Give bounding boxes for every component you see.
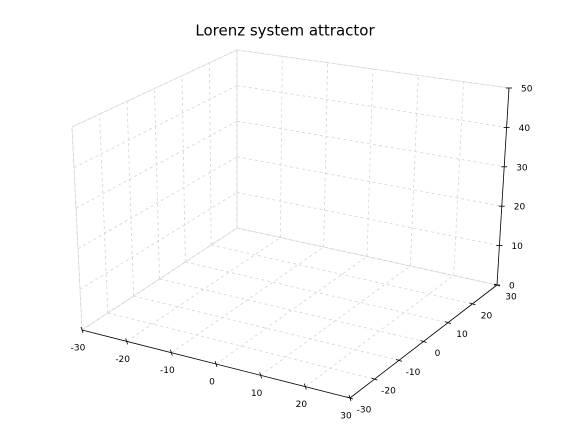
grid-line — [181, 75, 186, 263]
z-tick-label: 10 — [511, 242, 523, 252]
x-tick — [259, 372, 263, 379]
grid-line — [366, 68, 374, 257]
grid-line — [409, 75, 419, 267]
grid-line — [323, 62, 329, 248]
grid-line — [75, 120, 238, 209]
x-tick-label: 0 — [209, 378, 215, 388]
grid-line — [126, 101, 135, 297]
y-tick-label: 0 — [435, 349, 441, 359]
grid-line — [154, 88, 160, 280]
grid-line — [81, 227, 238, 331]
y-tick — [346, 396, 354, 400]
grid-line — [279, 56, 283, 238]
grid-line — [209, 62, 212, 246]
y-tick-label: -30 — [357, 406, 372, 416]
grid-line — [126, 237, 281, 342]
z-tick-label: 0 — [509, 282, 515, 292]
grid-line — [107, 312, 375, 380]
grid-line — [185, 261, 449, 324]
grid-line — [236, 227, 498, 286]
z-tick-label: 50 — [521, 85, 533, 95]
z-axis — [496, 87, 510, 286]
y-tick — [371, 377, 378, 381]
y-tick-label: -10 — [406, 368, 421, 378]
grid-line — [77, 156, 238, 250]
y-tick-label: 20 — [481, 311, 493, 321]
y-tick — [444, 321, 452, 325]
x-tick-label: 20 — [296, 400, 308, 410]
grid-line — [236, 49, 510, 89]
grid-line — [79, 192, 238, 290]
chart-title: Lorenz system attractor — [195, 22, 375, 40]
x-tick — [214, 360, 218, 368]
grid-line — [236, 192, 500, 246]
grid-line — [453, 81, 465, 276]
z-tick-label: 40 — [519, 124, 531, 134]
y-tick — [395, 358, 403, 362]
y-tick — [469, 302, 476, 306]
x-tick-label: 10 — [251, 389, 263, 399]
x-tick-label: -30 — [71, 344, 86, 354]
grid-line — [236, 120, 505, 168]
grid-line — [215, 256, 368, 365]
grid-line — [236, 156, 502, 207]
x-tick — [125, 338, 129, 345]
x-tick — [303, 383, 307, 390]
y-tick-label: 30 — [505, 293, 517, 303]
x-tick-label: -20 — [115, 355, 130, 365]
grid-line — [211, 244, 473, 305]
grid-line — [99, 114, 109, 314]
grid-line — [71, 49, 238, 128]
grid-line — [305, 275, 454, 387]
y-tick — [420, 340, 427, 343]
x-tick — [80, 326, 84, 334]
x-tick-label: -10 — [160, 366, 175, 376]
grid-line — [71, 126, 83, 331]
grid-line — [73, 85, 238, 168]
x-tick-label: 30 — [340, 412, 352, 422]
x-tick — [169, 349, 173, 356]
y-tick-label: 10 — [456, 330, 468, 340]
z-tick-label: 30 — [516, 163, 528, 173]
y-tick-label: -20 — [381, 387, 396, 397]
z-tick-label: 20 — [514, 203, 526, 213]
